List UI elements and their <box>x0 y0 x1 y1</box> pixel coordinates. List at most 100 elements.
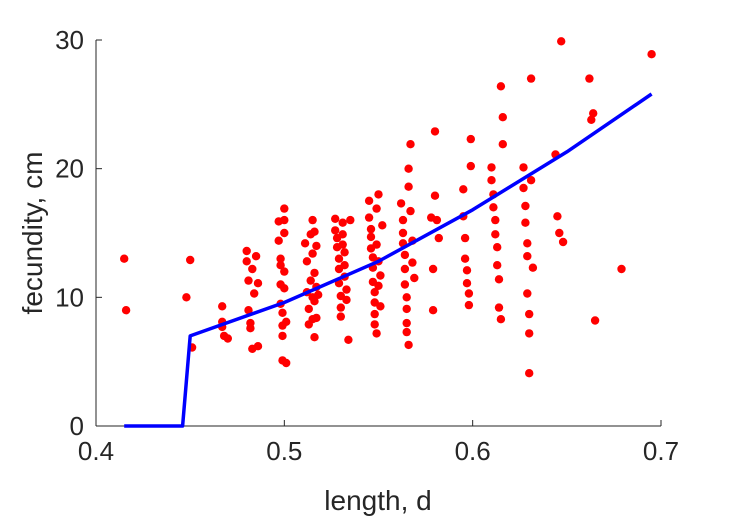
data-point <box>585 74 594 83</box>
data-point <box>370 288 379 297</box>
data-point <box>121 306 131 315</box>
data-point <box>493 261 502 270</box>
data-point <box>250 289 259 298</box>
data-point <box>460 233 470 243</box>
data-point <box>523 289 532 298</box>
data-point <box>402 318 411 328</box>
data-point <box>525 329 534 338</box>
data-point <box>400 280 410 289</box>
x-tick-label: 0.4 <box>78 436 114 466</box>
data-point <box>376 271 385 280</box>
data-point <box>402 304 411 314</box>
data-point <box>410 273 419 283</box>
data-point <box>487 176 496 185</box>
data-point <box>306 276 315 285</box>
data-point <box>374 190 383 199</box>
data-point <box>300 239 310 248</box>
data-point <box>459 185 468 194</box>
data-point <box>406 206 415 216</box>
data-point <box>336 303 345 312</box>
data-point <box>366 232 376 242</box>
data-point <box>278 308 287 317</box>
data-point <box>557 37 566 46</box>
data-point <box>302 257 312 266</box>
x-tick-label: 0.6 <box>455 436 491 466</box>
data-point <box>494 303 504 312</box>
data-point <box>310 333 319 342</box>
data-point <box>464 289 474 298</box>
data-point <box>460 254 470 263</box>
data-point <box>282 358 291 368</box>
data-point <box>280 215 289 225</box>
data-point <box>280 267 289 276</box>
data-point <box>521 201 530 211</box>
data-point <box>186 255 195 265</box>
data-point <box>528 263 538 272</box>
data-point <box>400 264 410 274</box>
data-point <box>282 317 291 326</box>
data-point <box>370 320 379 329</box>
data-point <box>430 127 440 136</box>
data-point <box>223 334 232 343</box>
data-point <box>558 237 568 247</box>
data-point <box>428 306 438 315</box>
data-point <box>617 264 626 274</box>
data-point <box>496 315 506 324</box>
x-axis-label: length, d <box>324 485 431 516</box>
data-point <box>491 215 500 225</box>
data-point <box>464 300 474 310</box>
data-point <box>310 297 319 306</box>
data-point <box>312 313 321 323</box>
data-point <box>398 228 408 238</box>
data-point <box>308 249 317 258</box>
data-point <box>334 254 344 263</box>
data-point <box>398 215 408 225</box>
data-point <box>434 233 443 243</box>
data-point <box>340 261 349 270</box>
data-point <box>553 212 562 221</box>
data-point <box>402 293 411 302</box>
data-point <box>372 240 381 249</box>
data-point <box>372 329 381 338</box>
data-point <box>312 241 321 251</box>
data-point <box>338 218 347 227</box>
data-point <box>340 248 349 257</box>
data-point <box>251 252 261 261</box>
x-tick-label: 0.5 <box>266 436 302 466</box>
data-point <box>342 295 351 305</box>
data-point <box>555 228 564 238</box>
data-point <box>494 275 504 284</box>
data-point <box>430 191 440 200</box>
data-point <box>404 182 413 191</box>
data-point <box>489 203 498 212</box>
data-point <box>331 226 340 235</box>
data-point <box>376 302 385 311</box>
data-point <box>647 50 656 59</box>
data-point <box>587 115 596 125</box>
data-point <box>590 316 600 325</box>
data-point <box>338 230 347 239</box>
data-point <box>218 302 227 311</box>
data-point <box>276 261 285 270</box>
data-point <box>280 204 289 213</box>
x-ticks: 0.4 0.5 0.6 0.7 <box>78 420 679 466</box>
data-point <box>246 324 255 333</box>
data-point <box>274 236 283 245</box>
data-point <box>372 204 381 213</box>
data-point <box>342 285 351 294</box>
data-point <box>331 214 340 223</box>
data-point <box>496 82 506 91</box>
data-point <box>462 279 472 288</box>
data-point <box>364 213 374 222</box>
data-point <box>242 246 251 256</box>
data-point <box>314 290 323 299</box>
y-tick-label: 10 <box>55 282 84 312</box>
data-point <box>521 218 530 227</box>
data-point <box>523 252 532 261</box>
data-point <box>344 335 353 344</box>
data-point <box>526 176 536 185</box>
data-point <box>276 254 285 263</box>
data-point <box>280 228 289 238</box>
data-point <box>404 340 413 350</box>
